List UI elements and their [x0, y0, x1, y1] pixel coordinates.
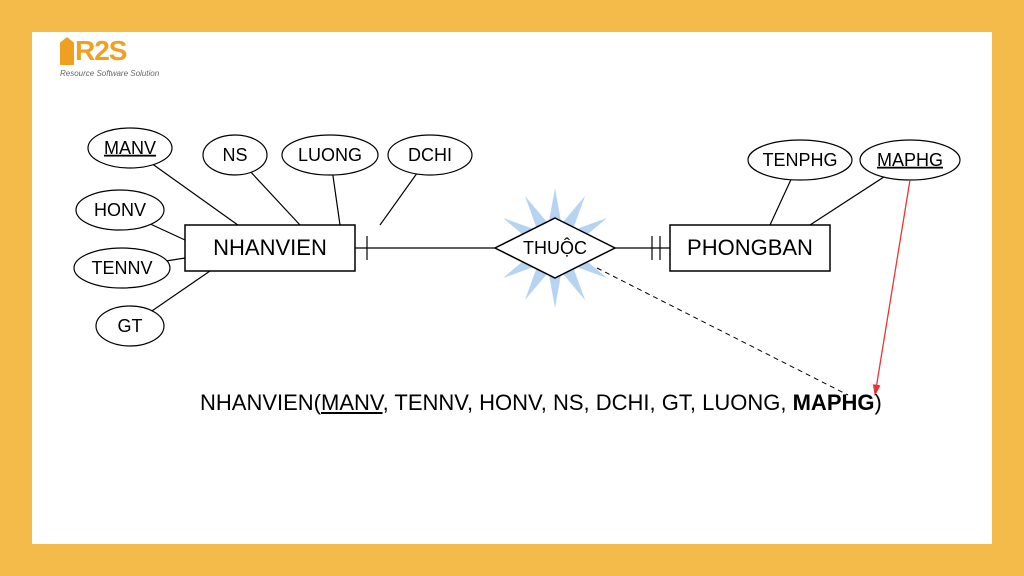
svg-text:NS: NS	[222, 145, 247, 165]
svg-text:THUỘC: THUỘC	[523, 237, 587, 258]
er-diagram: THUỘC NHANVIEN PHONGBAN MANV NS LUONG DCHI HONV…	[0, 0, 1024, 576]
svg-text:HONV: HONV	[94, 200, 146, 220]
svg-text:LUONG: LUONG	[298, 145, 362, 165]
svg-text:TENPHG: TENPHG	[762, 150, 837, 170]
svg-text:GT: GT	[118, 316, 143, 336]
svg-text:PHONGBAN: PHONGBAN	[687, 235, 813, 260]
relation-schema: NHANVIEN(MANV, TENNV, HONV, NS, DCHI, GT…	[200, 390, 882, 416]
slide-frame: R2S Resource Software Solution THUỘCNHAN…	[0, 0, 1024, 576]
svg-text:MAPHG: MAPHG	[877, 150, 943, 170]
svg-text:MANV: MANV	[104, 138, 156, 158]
svg-text:DCHI: DCHI	[408, 145, 452, 165]
svg-text:NHANVIEN: NHANVIEN	[213, 235, 327, 260]
svg-text:TENNV: TENNV	[91, 258, 152, 278]
